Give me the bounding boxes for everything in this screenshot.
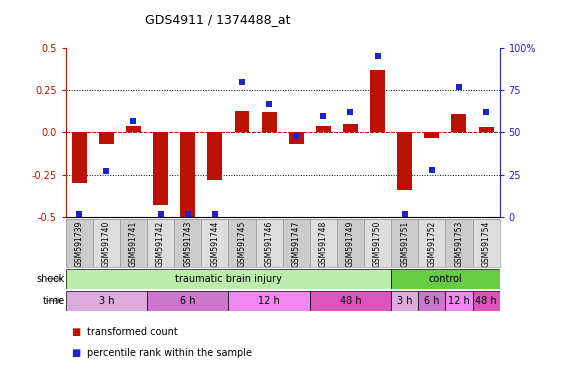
Text: 48 h: 48 h (340, 296, 361, 306)
Bar (309, 291, 391, 311)
Bar (473, 291, 500, 311)
Bar (180, 132, 195, 217)
Point (156, 210, 165, 217)
Text: ■: ■ (71, 348, 81, 358)
Bar (153, 132, 168, 205)
Point (427, 167, 436, 173)
Text: 6 h: 6 h (180, 296, 195, 306)
Bar (418, 219, 445, 267)
Text: 3 h: 3 h (397, 296, 412, 306)
Text: GSM591739: GSM591739 (75, 221, 84, 267)
Text: 48 h: 48 h (475, 296, 497, 306)
Bar (235, 111, 250, 132)
Point (400, 210, 409, 217)
Point (183, 210, 192, 217)
Bar (66, 291, 147, 311)
Bar (424, 132, 439, 137)
Bar (452, 114, 467, 132)
Bar (418, 291, 445, 311)
Text: GSM591745: GSM591745 (238, 221, 247, 267)
Bar (343, 124, 358, 132)
Point (373, 53, 382, 60)
Text: GDS4911 / 1374488_at: GDS4911 / 1374488_at (145, 13, 290, 26)
Bar (445, 219, 473, 267)
Bar (283, 219, 309, 267)
Point (455, 84, 464, 90)
Point (319, 113, 328, 119)
Bar (445, 291, 473, 311)
Bar (473, 219, 500, 267)
Point (102, 168, 111, 174)
Text: GSM591750: GSM591750 (373, 221, 382, 267)
Text: 3 h: 3 h (99, 296, 114, 306)
Bar (66, 219, 93, 267)
Bar (289, 132, 304, 144)
Text: GSM591743: GSM591743 (183, 221, 192, 267)
Bar (370, 70, 385, 132)
Point (129, 118, 138, 124)
Point (238, 79, 247, 85)
Text: GSM591751: GSM591751 (400, 221, 409, 267)
Bar (391, 291, 418, 311)
Text: GSM591748: GSM591748 (319, 221, 328, 267)
Bar (202, 219, 228, 267)
Bar (66, 269, 391, 289)
Bar (147, 219, 174, 267)
Point (264, 101, 274, 107)
Bar (126, 126, 141, 132)
Bar (391, 219, 418, 267)
Text: GSM591753: GSM591753 (455, 221, 464, 267)
Text: traumatic brain injury: traumatic brain injury (175, 274, 282, 284)
Point (481, 109, 490, 115)
Bar (397, 132, 412, 190)
Bar (337, 219, 364, 267)
Bar (228, 219, 255, 267)
Bar (120, 219, 147, 267)
Text: ■: ■ (71, 327, 81, 337)
Text: GSM591742: GSM591742 (156, 221, 165, 267)
Bar (364, 219, 391, 267)
Bar (93, 219, 120, 267)
Bar (478, 127, 493, 132)
Text: control: control (428, 274, 463, 284)
Text: shock: shock (37, 274, 65, 284)
Point (346, 109, 355, 115)
Text: 6 h: 6 h (424, 296, 440, 306)
Text: GSM591747: GSM591747 (292, 221, 301, 267)
Bar (207, 132, 222, 180)
Text: percentile rank within the sample: percentile rank within the sample (87, 348, 252, 358)
Bar (174, 219, 202, 267)
Text: GSM591752: GSM591752 (427, 221, 436, 267)
Bar (147, 291, 228, 311)
Bar (262, 112, 276, 132)
Text: GSM591740: GSM591740 (102, 221, 111, 267)
Text: GSM591754: GSM591754 (481, 221, 490, 267)
Bar (99, 132, 114, 144)
Bar (255, 219, 283, 267)
Bar (228, 291, 309, 311)
Bar (316, 126, 331, 132)
Text: GSM591744: GSM591744 (210, 221, 219, 267)
Text: 12 h: 12 h (448, 296, 470, 306)
Text: GSM591749: GSM591749 (346, 221, 355, 267)
Bar (309, 219, 337, 267)
Point (75, 210, 84, 217)
Text: 12 h: 12 h (258, 296, 280, 306)
Text: time: time (42, 296, 65, 306)
Bar (391, 269, 500, 289)
Text: transformed count: transformed count (87, 327, 178, 337)
Point (292, 133, 301, 139)
Text: GSM591746: GSM591746 (264, 221, 274, 267)
Point (210, 210, 219, 217)
Bar (72, 132, 87, 183)
Text: GSM591741: GSM591741 (129, 221, 138, 267)
